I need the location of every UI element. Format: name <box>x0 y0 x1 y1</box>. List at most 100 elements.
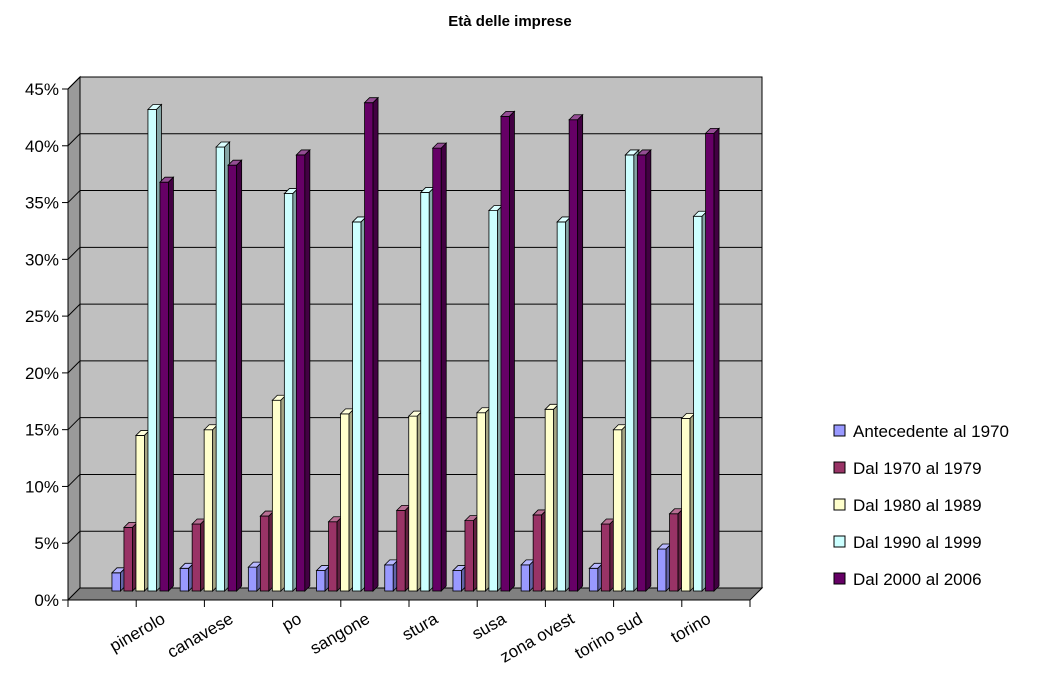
bar <box>147 109 157 592</box>
bar <box>452 570 462 592</box>
bar <box>111 572 121 592</box>
y-tick-label: 5% <box>34 534 59 553</box>
bar <box>135 435 145 592</box>
bars <box>110 96 721 592</box>
gridline-side <box>67 530 81 544</box>
bar <box>568 119 579 592</box>
y-tick-label: 15% <box>25 421 59 440</box>
x-tick-label: sangone <box>307 609 373 658</box>
bar-side <box>645 148 652 592</box>
bar <box>520 564 531 592</box>
bar <box>396 509 406 592</box>
bar <box>588 567 599 592</box>
bar-side <box>713 127 720 592</box>
legend-item: Dal 2000 al 2006 <box>833 570 982 589</box>
legend: Antecedente al 1970 Dal 1970 al 1979 Dal 1… <box>833 422 1009 589</box>
y-tick-label: 35% <box>25 194 59 213</box>
bar-side <box>168 176 174 592</box>
x-tick-label: torino sud <box>572 609 646 663</box>
bar <box>476 412 486 592</box>
y-tick-label: 30% <box>25 250 59 269</box>
y-tick-label: 45% <box>25 80 59 99</box>
y-tick-label: 0% <box>34 591 59 610</box>
bar <box>408 415 418 592</box>
legend-label: Dal 1970 al 1979 <box>853 459 982 478</box>
bar <box>420 192 430 592</box>
gridline-side <box>67 246 81 260</box>
bar <box>600 523 611 592</box>
legend-label: Dal 2000 al 2006 <box>853 570 982 589</box>
bar-group-canavese <box>179 141 243 592</box>
gridline-side <box>67 303 81 317</box>
x-tick-label: torino <box>668 609 714 647</box>
gridline-side <box>67 474 81 487</box>
legend-item: Dal 1970 al 1979 <box>833 459 982 478</box>
bar <box>271 399 282 592</box>
bar-side <box>304 148 311 592</box>
bar <box>624 154 635 592</box>
bar-group-torino <box>656 127 721 592</box>
x-tick-label: susa <box>469 609 510 644</box>
bar <box>500 115 510 592</box>
gridline-side <box>67 360 81 374</box>
bar-group-torino-sud <box>588 148 652 592</box>
bar <box>159 181 169 592</box>
x-tick-label: stura <box>399 609 442 645</box>
x-tick-label: po <box>279 609 305 635</box>
gridline-side <box>67 417 81 431</box>
legend-swatch <box>833 461 846 474</box>
bar <box>544 408 555 592</box>
bar <box>259 515 270 592</box>
bar <box>283 193 294 592</box>
legend-item: Antecedente al 1970 <box>833 422 1009 441</box>
bar <box>384 564 394 592</box>
x-tick-label: canavese <box>164 609 237 662</box>
bar <box>340 413 350 592</box>
bar-group-susa <box>451 110 516 592</box>
bar <box>681 417 691 592</box>
legend-label: Dal 1980 al 1989 <box>853 496 982 515</box>
bar <box>316 570 326 592</box>
bar-side <box>509 110 515 592</box>
bar-group-stura <box>383 142 448 592</box>
legend-label: Dal 1990 al 1999 <box>853 533 982 552</box>
bar <box>191 523 202 592</box>
bar-side <box>577 113 584 592</box>
bar <box>203 429 214 592</box>
side-wall <box>67 75 81 602</box>
chart-title: Età delle imprese <box>448 13 571 30</box>
gridline-side <box>67 190 81 203</box>
bar-side <box>236 159 243 592</box>
x-tick-label: pinerolo <box>106 609 168 656</box>
bar <box>432 147 442 592</box>
bar <box>705 132 715 592</box>
legend-swatch <box>833 498 846 511</box>
bar <box>636 154 647 592</box>
bar <box>693 215 703 592</box>
bar-side <box>440 142 447 592</box>
bar <box>215 146 226 592</box>
bar <box>227 164 238 592</box>
bar <box>657 548 667 592</box>
y-tick-label: 40% <box>25 137 59 156</box>
bar <box>612 429 623 592</box>
bar <box>364 102 374 592</box>
gridline-side <box>67 76 81 90</box>
legend-swatch <box>833 572 846 585</box>
bar <box>556 221 567 592</box>
bar <box>123 527 133 592</box>
y-tick-label: 20% <box>25 364 59 383</box>
x-tick-label: zona ovest <box>497 609 578 667</box>
bar-group-pinerolo <box>110 103 175 592</box>
legend-item: Dal 1990 al 1999 <box>833 533 982 552</box>
bar <box>328 521 338 592</box>
bar-group-po <box>247 148 311 592</box>
bar <box>669 513 679 592</box>
bar <box>488 210 498 592</box>
bar <box>532 514 543 592</box>
legend-item: Dal 1980 al 1989 <box>833 496 982 515</box>
gridline-side <box>67 133 81 147</box>
bar <box>352 221 362 592</box>
